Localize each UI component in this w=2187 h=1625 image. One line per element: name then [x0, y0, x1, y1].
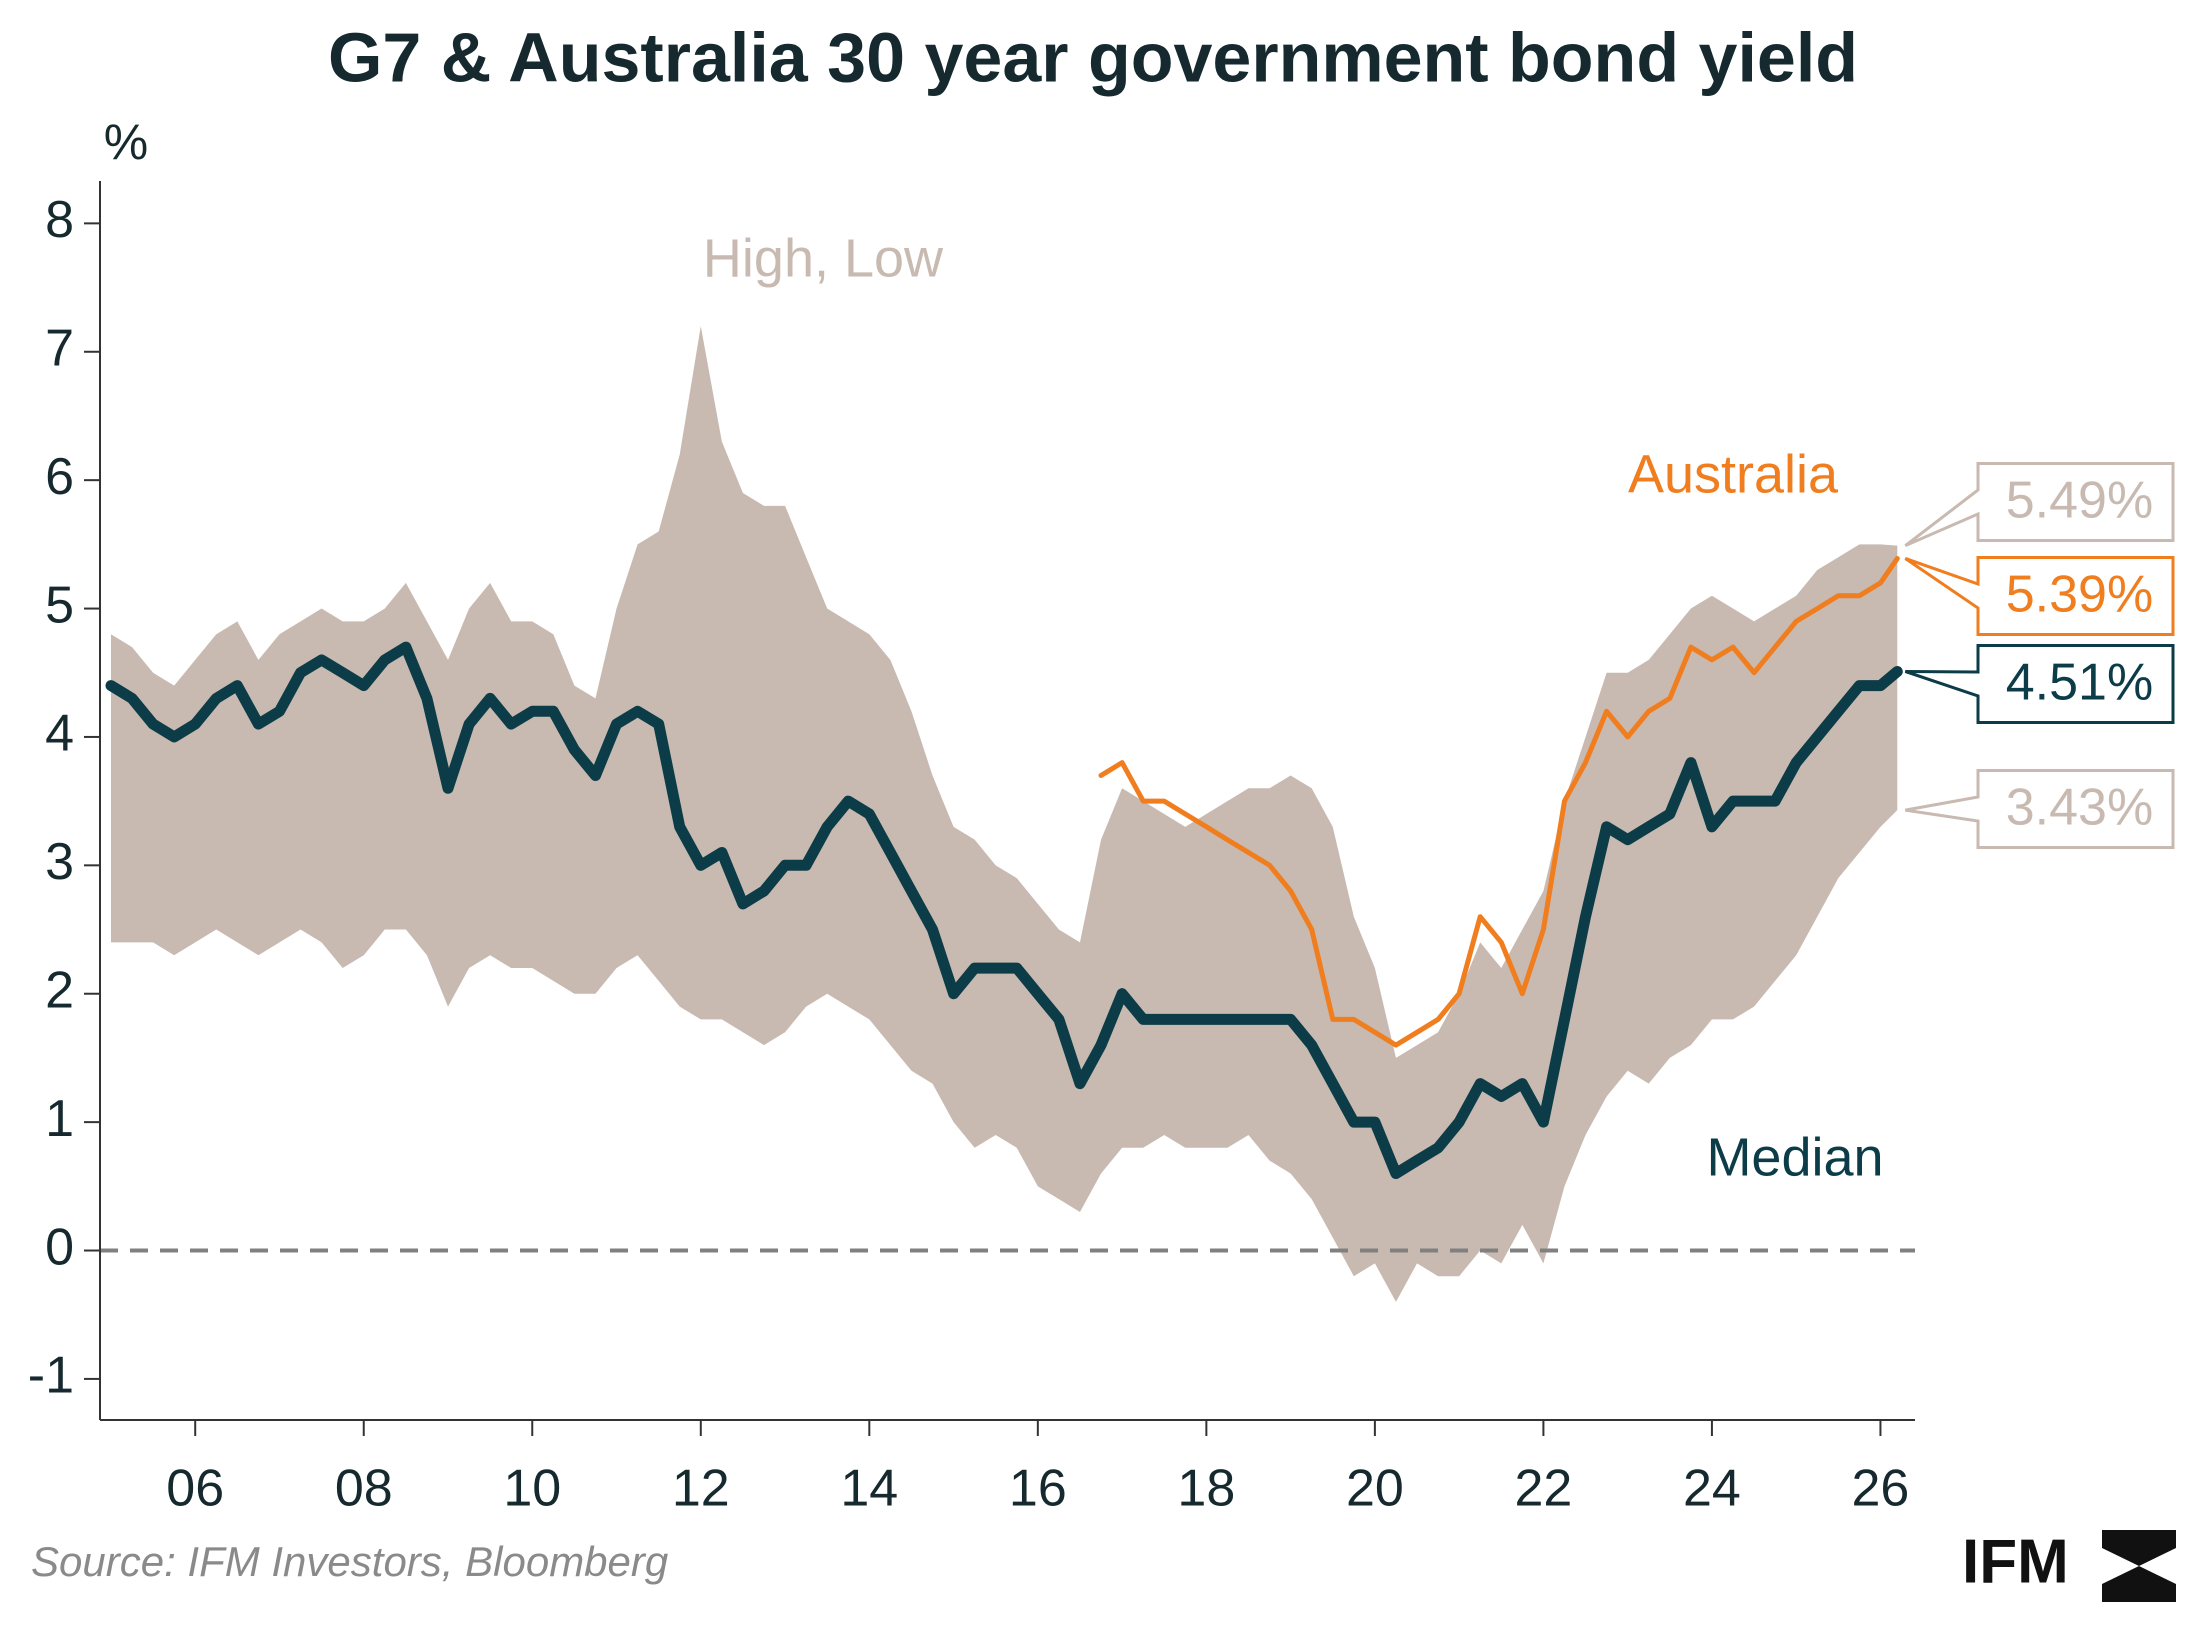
high-low-band	[110, 326, 1898, 1302]
y-tick-label: 4	[45, 705, 74, 763]
y-tick-label: 7	[45, 319, 74, 377]
y-tick-label: 1	[45, 1090, 74, 1148]
x-tick-label: 26	[1852, 1460, 1910, 1518]
line-australia	[1098, 556, 1900, 1048]
y-tick-label: 8	[45, 191, 74, 249]
y-axis-unit: %	[104, 114, 148, 170]
line-median	[105, 641, 1903, 1179]
x-tick-label: 06	[166, 1460, 224, 1518]
x-tick-label: 12	[672, 1460, 730, 1518]
end-value-label: 5.39%	[2006, 566, 2153, 624]
logo-shape	[2102, 1566, 2176, 1602]
end-value-label: 4.51%	[2006, 654, 2153, 712]
series-label: High, Low	[703, 228, 944, 288]
logo-shape	[2102, 1530, 2176, 1566]
series-label: Australia	[1628, 444, 1839, 504]
x-tick-label: 22	[1514, 1460, 1572, 1518]
logo-icon	[2102, 1530, 2176, 1602]
x-tick-label: 24	[1683, 1460, 1741, 1518]
y-tick-label: 0	[45, 1218, 74, 1276]
end-value-label: 5.49%	[2006, 472, 2153, 530]
source-note: Source: IFM Investors, Bloomberg	[31, 1538, 668, 1585]
value-callout	[1905, 769, 2175, 849]
x-tick-label: 08	[335, 1460, 393, 1518]
chart-title: G7 & Australia 30 year government bond y…	[328, 18, 1858, 96]
x-tick-label: 16	[1009, 1460, 1067, 1518]
x-tick-label: 10	[503, 1460, 561, 1518]
value-callout	[1904, 644, 2175, 724]
y-tick-label: 5	[45, 576, 74, 634]
x-tick-label: 14	[840, 1460, 898, 1518]
series-label: Median	[1706, 1127, 1883, 1187]
logo-text: IFM	[1962, 1527, 2069, 1596]
y-tick-label: 3	[45, 833, 74, 891]
x-tick-label: 18	[1177, 1460, 1235, 1518]
value-callout	[1904, 462, 2175, 548]
y-tick-label: -1	[28, 1347, 74, 1405]
y-tick-label: 6	[45, 448, 74, 506]
x-tick-label: 20	[1346, 1460, 1404, 1518]
y-tick-label: 2	[45, 961, 74, 1019]
value-callout	[1904, 556, 2175, 636]
end-value-label: 3.43%	[2006, 779, 2153, 837]
